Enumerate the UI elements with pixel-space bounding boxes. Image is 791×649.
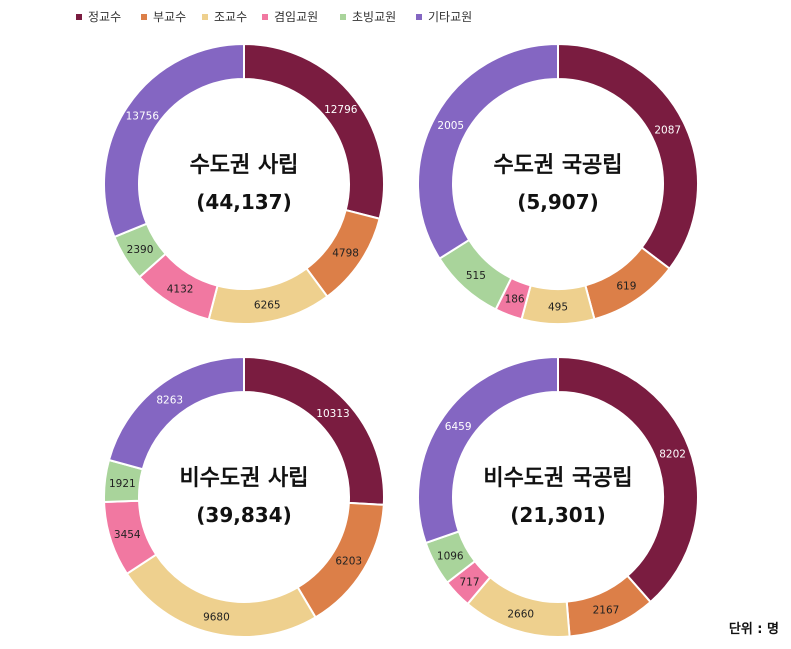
slice-value-label: 2005 (437, 120, 464, 132)
slice-value-label: 1096 (437, 550, 464, 562)
legend-swatch (416, 13, 422, 20)
slice-value-label: 10313 (316, 408, 349, 420)
legend-item: 부교수 (141, 8, 186, 25)
chart-title: 수도권 국공립 (493, 153, 622, 178)
chart-total: (21,301) (510, 503, 605, 527)
chart-total: (44,137) (196, 190, 291, 214)
legend-item: 겸임교원 (262, 8, 318, 25)
legend-swatch (141, 13, 147, 20)
chart-legend: 정교수 부교수 조교수 겸임교원 초빙교원 기타교원 (0, 8, 791, 30)
chart-title: 수도권 사립 (190, 153, 299, 178)
legend-label: 초빙교원 (352, 10, 397, 24)
chart-title: 비수도권 국공립 (483, 466, 632, 491)
legend-label: 겸임교원 (274, 10, 319, 24)
legend-swatch (202, 13, 208, 20)
donut-slice (125, 553, 317, 638)
legend-swatch (262, 13, 268, 20)
slice-value-label: 1921 (109, 478, 136, 490)
chart-total: (5,907) (517, 190, 599, 214)
donut-chart: 10313 6203 9680 3454 1921 8263 비수도권 사립 (39,834) (103, 355, 385, 638)
slice-value-label: 186 (505, 294, 525, 306)
donut-slice (557, 355, 699, 604)
unit-label: 단위 : 명 (728, 622, 779, 637)
donut-slice (417, 42, 559, 260)
slice-value-label: 8263 (156, 395, 183, 407)
slice-value-label: 4798 (332, 247, 359, 259)
slice-value-label: 2087 (654, 125, 681, 137)
legend-label: 기타교원 (428, 10, 473, 24)
slice-value-label: 515 (466, 270, 486, 282)
donut-chart: 12796 4798 6265 4132 2390 13756 수도권 사립 (44,137) (103, 42, 385, 325)
chart-total: (39,834) (196, 503, 291, 527)
slice-value-label: 6459 (445, 421, 472, 433)
donut-chart: 8202 2167 2660 717 1096 6459 비수도권 국공립 (21,301) (417, 355, 699, 638)
slice-value-label: 3454 (114, 529, 141, 541)
slice-value-label: 6265 (254, 299, 281, 311)
legend-item: 조교수 (202, 8, 247, 25)
slice-value-label: 495 (548, 302, 568, 314)
slice-value-label: 8202 (659, 449, 686, 461)
donut-slice (103, 42, 245, 239)
donut-slice (207, 267, 329, 325)
legend-swatch (76, 13, 82, 20)
slice-value-label: 9680 (203, 611, 230, 623)
legend-item: 정교수 (76, 8, 121, 25)
slice-value-label: 6203 (335, 556, 362, 568)
legend-label: 정교수 (88, 10, 122, 24)
slice-value-label: 619 (616, 281, 636, 293)
legend-swatch (340, 13, 346, 20)
slice-value-label: 12796 (324, 104, 358, 116)
donut-chart: 2087 619 495 186 515 2005 수도권 국공립 (5,907) (417, 42, 699, 325)
slice-value-label: 13756 (126, 111, 160, 123)
slice-value-label: 2167 (593, 605, 620, 617)
legend-label: 조교수 (214, 10, 248, 24)
legend-item: 초빙교원 (340, 8, 396, 25)
donut-slice (107, 355, 245, 471)
legend-item: 기타교원 (416, 8, 472, 25)
legend-label: 부교수 (153, 10, 187, 24)
slice-value-label: 2390 (127, 244, 154, 256)
chart-title: 비수도권 사립 (179, 466, 308, 491)
slice-value-label: 2660 (507, 609, 534, 621)
slice-value-label: 4132 (167, 283, 194, 295)
donut-slice (417, 355, 559, 545)
slice-value-label: 717 (459, 577, 479, 589)
